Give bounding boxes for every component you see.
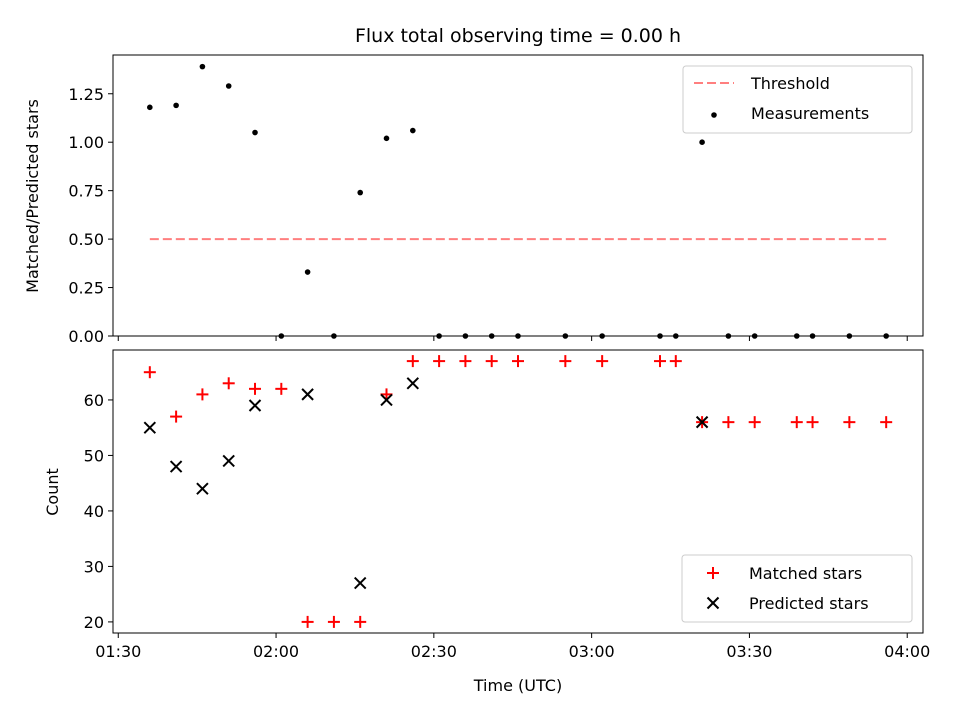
matched-stars-point bbox=[406, 355, 419, 368]
y-tick-label: 1.25 bbox=[68, 85, 104, 104]
y-tick-label: 0.75 bbox=[68, 182, 104, 201]
matched-stars-point bbox=[843, 416, 856, 429]
y-tick-label: 50 bbox=[84, 446, 104, 465]
y-tick-label: 0.00 bbox=[68, 327, 104, 346]
matched-stars-point bbox=[301, 615, 314, 628]
matched-stars-point bbox=[512, 355, 524, 368]
matched-stars-point bbox=[654, 355, 667, 368]
predicted-stars-point bbox=[222, 454, 235, 468]
top-y-axis-label: Matched/Predicted stars bbox=[23, 99, 42, 293]
measurement-point bbox=[173, 102, 179, 109]
predicted-stars-point bbox=[248, 399, 262, 412]
predicted-stars-point bbox=[196, 482, 209, 495]
top-axes: 0.00 0.25 0.50 0.75 1.00 1.25 bbox=[68, 85, 908, 346]
legend-threshold-label: Threshold bbox=[750, 74, 830, 93]
measurement-point bbox=[199, 63, 206, 70]
matched-stars-point bbox=[196, 388, 209, 401]
matched-stars-point bbox=[748, 416, 761, 429]
matched-stars-point bbox=[275, 382, 288, 395]
measurement-point bbox=[410, 127, 416, 134]
matched-stars-point bbox=[880, 416, 893, 429]
matched-stars-point bbox=[559, 355, 572, 368]
y-tick-label: 20 bbox=[84, 613, 104, 632]
x-tick-label: 03:30 bbox=[726, 642, 772, 661]
predicted-stars-point bbox=[354, 576, 367, 590]
predicted-stars-point bbox=[695, 415, 709, 429]
bottom-plot-marks bbox=[143, 355, 893, 628]
bottom-legend-box bbox=[681, 554, 913, 623]
bottom-y-axis-label: Count bbox=[43, 468, 62, 516]
predicted-stars-point bbox=[143, 421, 157, 434]
x-axis-label: Time (UTC) bbox=[473, 676, 562, 695]
predicted-stars-point bbox=[169, 460, 183, 473]
matched-stars-point bbox=[170, 410, 183, 423]
legend-predicted-label: Predicted stars bbox=[749, 594, 869, 613]
measurement-point bbox=[699, 139, 705, 146]
matched-stars-point bbox=[380, 388, 393, 401]
matched-stars-point bbox=[354, 615, 367, 628]
x-tick-label: 02:00 bbox=[253, 642, 299, 661]
predicted-stars-point bbox=[380, 393, 393, 407]
measurement-point bbox=[252, 129, 258, 136]
legend-matched-label: Matched stars bbox=[749, 564, 862, 583]
predicted-stars-point bbox=[301, 388, 314, 401]
legend-measurements-label: Measurements bbox=[751, 104, 869, 123]
bottom-plot-frame bbox=[112, 349, 924, 634]
matched-stars-point bbox=[806, 416, 819, 429]
y-tick-label: 0.50 bbox=[68, 230, 104, 249]
measurement-point bbox=[147, 104, 153, 111]
legend-matched-marker bbox=[707, 567, 719, 579]
x-tick-label: 03:00 bbox=[569, 642, 615, 661]
bottom-panel: 01:30 02:00 02:30 03:00 03:30 04:00 20 30 40 50 60… bbox=[43, 349, 931, 695]
y-tick-label: 40 bbox=[84, 502, 104, 521]
matched-stars-point bbox=[790, 416, 803, 429]
x-tick-label: 04:00 bbox=[884, 642, 930, 661]
legend-predicted-marker bbox=[706, 596, 720, 610]
matched-stars-point bbox=[143, 366, 156, 379]
top-plot-frame bbox=[112, 54, 924, 337]
matched-stars-point bbox=[459, 355, 472, 368]
predicted-stars-point bbox=[406, 377, 420, 390]
bottom-legend: Matched stars Predicted stars bbox=[681, 554, 913, 623]
y-tick-label: 60 bbox=[84, 391, 104, 410]
matched-stars-point bbox=[327, 615, 340, 628]
matched-stars-point bbox=[222, 377, 235, 390]
top-panel: 0.00 0.25 0.50 0.75 1.00 1.25 Matched/Predict… bbox=[23, 54, 924, 346]
chart-title: Flux total observing time = 0.00 h bbox=[355, 25, 681, 47]
measurement-point bbox=[304, 269, 311, 275]
x-tick-label: 02:30 bbox=[411, 642, 457, 661]
measurement-point bbox=[357, 189, 364, 196]
matched-stars-point bbox=[249, 382, 262, 395]
top-legend: Threshold Measurements bbox=[682, 65, 913, 134]
matched-stars-point bbox=[433, 355, 446, 368]
measurement-point bbox=[383, 135, 390, 142]
y-tick-label: 1.00 bbox=[68, 133, 104, 152]
bottom-axes: 01:30 02:00 02:30 03:00 03:30 04:00 20 30 40 50 60 bbox=[84, 391, 931, 661]
matched-stars-point bbox=[596, 355, 609, 368]
y-tick-label: 0.25 bbox=[68, 279, 104, 298]
x-tick-label: 01:30 bbox=[95, 642, 141, 661]
matched-stars-point bbox=[669, 355, 682, 368]
matched-stars-point bbox=[722, 416, 735, 429]
matched-stars-point bbox=[485, 355, 498, 368]
measurement-point bbox=[225, 83, 232, 89]
top-legend-box bbox=[682, 65, 913, 134]
y-tick-label: 30 bbox=[84, 557, 104, 576]
legend-measurements-marker bbox=[711, 112, 717, 118]
